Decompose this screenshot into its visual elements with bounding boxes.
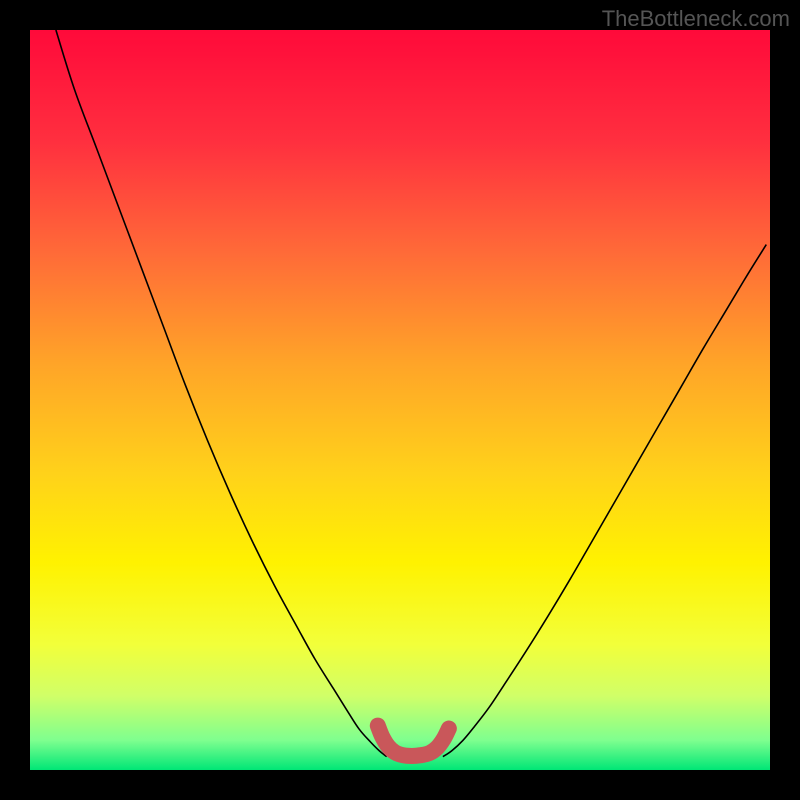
bottleneck-chart: TheBottleneck.com (0, 0, 800, 800)
attribution-text: TheBottleneck.com (602, 6, 790, 32)
chart-svg (0, 0, 800, 800)
plot-background (30, 30, 770, 770)
